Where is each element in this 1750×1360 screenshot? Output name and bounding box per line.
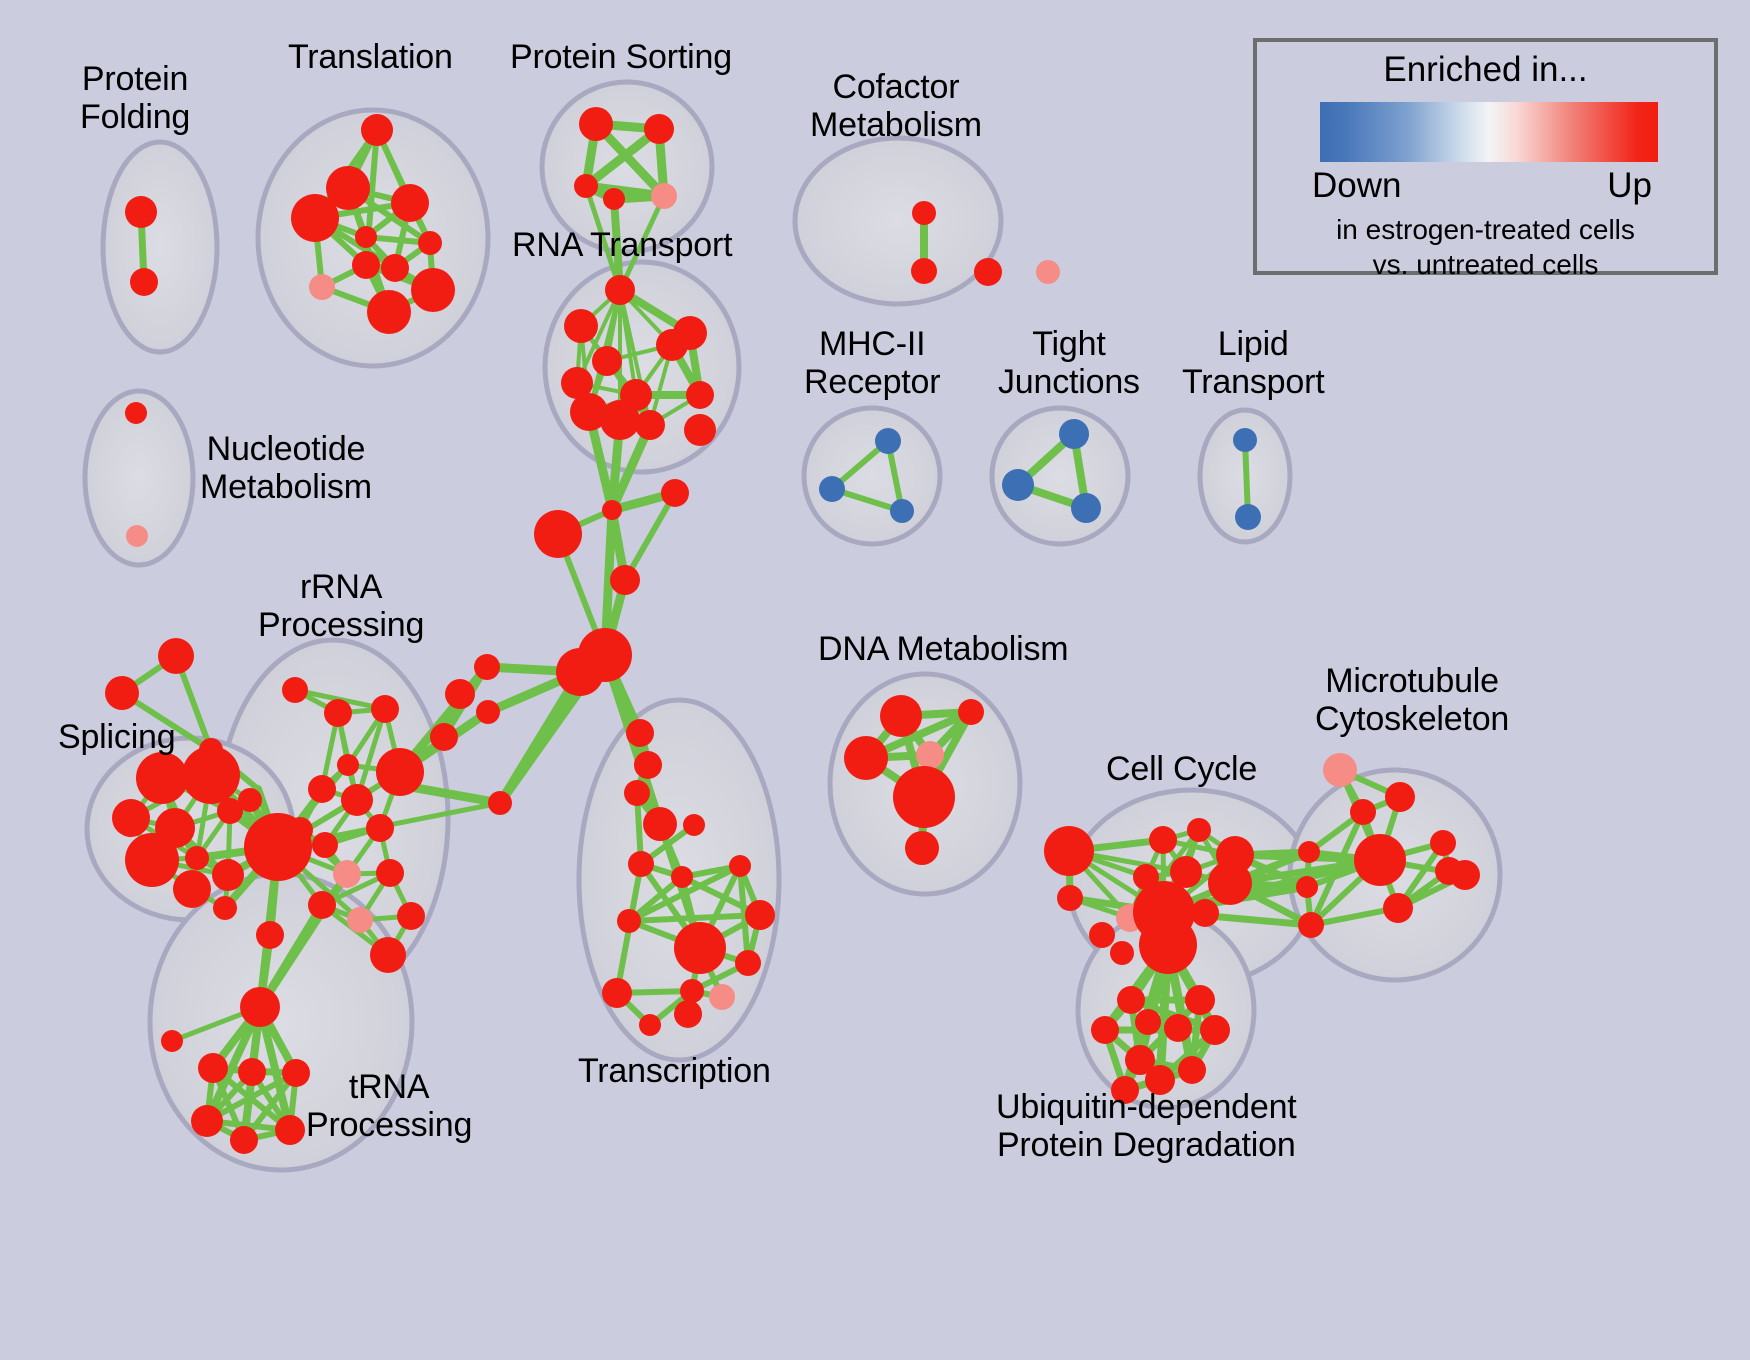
halo-cofactor	[792, 135, 1004, 307]
cluster-label-translation: Translation	[288, 38, 453, 76]
cluster-label-mhc-ii-receptor: MHC-II Receptor	[804, 325, 941, 402]
network-nodes	[105, 107, 1480, 1154]
cluster-label-cofactor-metabolism: Cofactor Metabolism	[810, 68, 982, 145]
cluster-label-protein-folding: Protein Folding	[80, 60, 191, 137]
cluster-label-rna-transport: RNA Transport	[512, 226, 733, 264]
cluster-label-nucleotide-metabolism: Nucleotide Metabolism	[200, 430, 372, 507]
cluster-label-trna-processing: tRNA Processing	[306, 1068, 473, 1145]
cluster-label-rrna-processing: rRNA Processing	[258, 568, 425, 645]
cluster-label-splicing: Splicing	[58, 718, 176, 756]
cluster-label-transcription: Transcription	[578, 1052, 771, 1090]
cluster-label-tight-junctions: Tight Junctions	[998, 325, 1140, 402]
legend-high-label: Up	[1607, 166, 1652, 205]
cluster-label-cell-cycle: Cell Cycle	[1106, 750, 1258, 788]
legend-title: Enriched in...	[1383, 50, 1588, 89]
cluster-label-ubiquitin: Ubiquitin-dependent Protein Degradation	[996, 1088, 1297, 1165]
legend-box: Enriched in... Down Up in estrogen-treat…	[1253, 38, 1718, 280]
halo-nucleotide	[82, 388, 196, 568]
halo-protein-folding	[100, 139, 220, 355]
halo-mhc2	[801, 405, 943, 547]
legend-subtitle: in estrogen-treated cells vs. untreated …	[1257, 212, 1714, 282]
legend-subtitle-line-2: vs. untreated cells	[1372, 249, 1599, 280]
cluster-label-lipid-transport: Lipid Transport	[1182, 325, 1325, 402]
legend-subtitle-line-1: in estrogen-treated cells	[1336, 214, 1635, 245]
legend-color-gradient-bar	[1320, 102, 1658, 162]
cluster-label-microtubule: Microtubule Cytoskeleton	[1315, 662, 1510, 739]
cluster-label-protein-sorting: Protein Sorting	[510, 38, 732, 76]
legend-low-label: Down	[1312, 166, 1402, 205]
cluster-label-dna-metabolism: DNA Metabolism	[818, 630, 1069, 668]
